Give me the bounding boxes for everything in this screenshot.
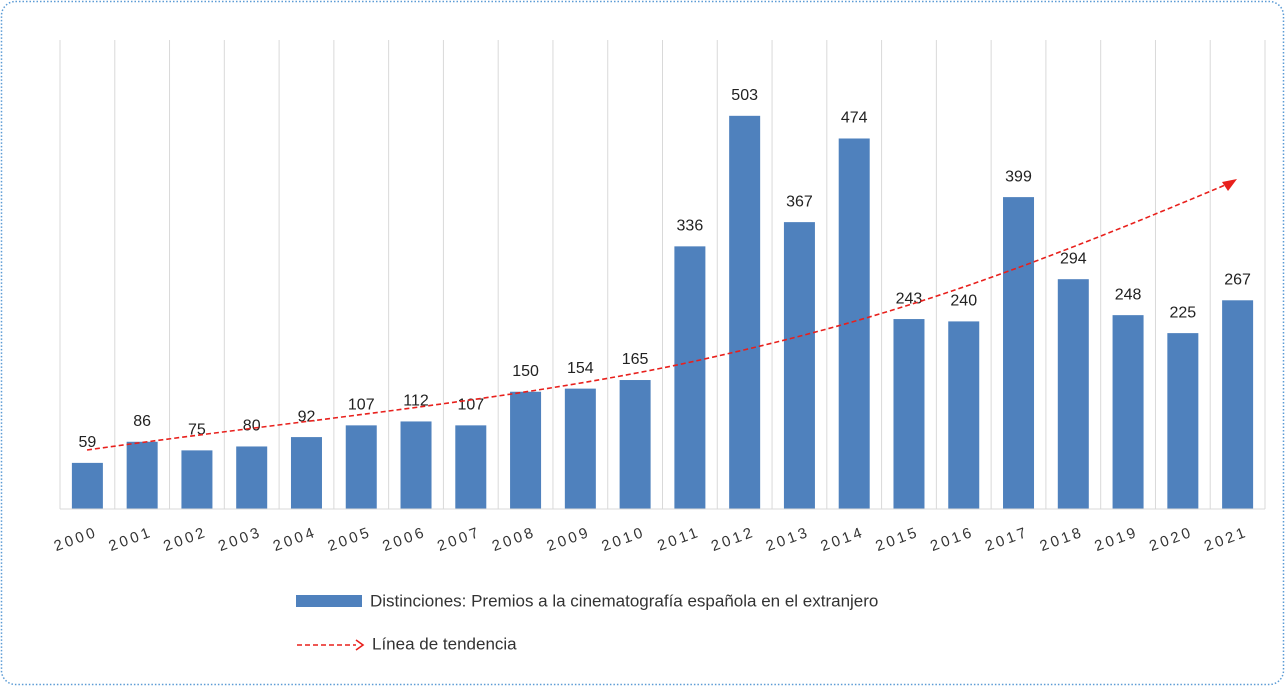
x-tick-label: 2013	[764, 524, 812, 555]
data-label: 367	[786, 193, 813, 210]
x-tick-label: 2006	[380, 524, 428, 555]
bar	[948, 321, 980, 509]
bar	[181, 450, 213, 509]
grid	[59, 40, 1266, 509]
x-tick-label: 2004	[271, 524, 319, 555]
data-label: 294	[1060, 250, 1087, 267]
x-tick-label: 2021	[1202, 524, 1250, 555]
x-tick-label: 2010	[599, 524, 647, 555]
bar	[71, 462, 103, 509]
data-label: 59	[78, 434, 96, 451]
bar	[783, 222, 815, 509]
bar	[1167, 333, 1199, 509]
data-label: 86	[133, 413, 151, 430]
data-label: 336	[677, 218, 704, 235]
bar	[729, 115, 761, 510]
bar	[126, 441, 158, 509]
x-tick-label: 2016	[928, 524, 976, 555]
data-label: 92	[298, 408, 316, 425]
x-tick-label: 2012	[709, 524, 757, 555]
bar	[455, 425, 487, 509]
bar	[400, 421, 432, 509]
data-label: 225	[1169, 304, 1196, 321]
bar	[1112, 315, 1144, 509]
x-tick-label: 2000	[52, 524, 100, 555]
x-tick-label: 2008	[490, 524, 538, 555]
data-label: 474	[841, 110, 868, 127]
data-label: 248	[1115, 286, 1142, 303]
data-label: 267	[1224, 272, 1251, 289]
x-tick-label: 2020	[1147, 524, 1195, 555]
data-label: 503	[731, 87, 758, 104]
x-labels: 2000 2001 2002 2003 2004 2005 2006 2007 2008 2009…	[52, 524, 1251, 555]
x-tick-label: 2018	[1038, 524, 1086, 555]
legend-trend-arrow	[355, 639, 365, 651]
data-label: 112	[403, 393, 429, 410]
data-label: 107	[348, 397, 375, 414]
bar	[510, 391, 542, 509]
data-label: 150	[512, 363, 539, 380]
data-label: 399	[1005, 168, 1032, 185]
data-label: 154	[567, 360, 594, 377]
x-tick-label: 2001	[106, 524, 154, 555]
bar	[1003, 197, 1035, 510]
data-label: 165	[622, 351, 649, 368]
bar	[893, 319, 925, 509]
x-tick-label: 2007	[435, 524, 483, 555]
x-tick-label: 2005	[326, 524, 374, 555]
bar	[1057, 279, 1089, 509]
x-tick-label: 2002	[161, 524, 209, 555]
bar	[345, 425, 377, 509]
bar	[564, 388, 596, 509]
legend-swatch	[296, 595, 362, 607]
x-tick-label: 2017	[983, 524, 1031, 555]
bar	[619, 380, 651, 509]
data-label: 240	[950, 293, 977, 310]
trendline	[86, 182, 1231, 451]
x-tick-label: 2015	[873, 524, 921, 555]
bar	[1222, 300, 1254, 509]
x-tick-label: 2003	[216, 524, 264, 555]
data-label: 80	[243, 418, 261, 435]
legend-trend-label: Línea de tendencia	[372, 634, 517, 653]
trendline-arrow	[1222, 179, 1237, 191]
x-tick-label: 2019	[1092, 524, 1140, 555]
x-tick-label: 2011	[655, 524, 702, 555]
bar	[236, 446, 268, 509]
bar	[290, 437, 322, 509]
x-tick-label: 2014	[818, 524, 866, 555]
bar	[674, 246, 706, 510]
legend-label: Distinciones: Premios a la cinematografí…	[370, 591, 878, 610]
x-tick-label: 2009	[545, 524, 593, 555]
bar	[838, 138, 870, 510]
